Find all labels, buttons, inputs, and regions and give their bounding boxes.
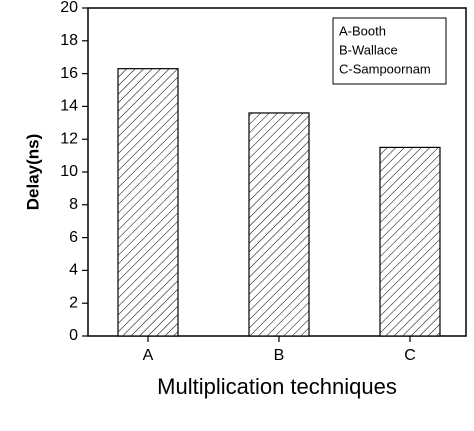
y-axis-label: Delay(ns) bbox=[23, 134, 42, 211]
x-tick-label: B bbox=[274, 347, 285, 364]
x-tick-label: A bbox=[143, 347, 154, 364]
legend-box bbox=[332, 17, 447, 85]
legend-entry: A-Booth bbox=[339, 23, 386, 38]
y-tick-label: 12 bbox=[60, 130, 78, 147]
y-tick-label: 2 bbox=[69, 294, 78, 311]
legend-entry: B-Wallace bbox=[339, 42, 398, 57]
x-axis-label: Multiplication techniques bbox=[157, 374, 397, 399]
x-tick-label: C bbox=[404, 347, 416, 364]
y-tick-label: 10 bbox=[60, 163, 78, 180]
y-tick-label: 0 bbox=[69, 327, 78, 344]
y-tick-label: 4 bbox=[69, 262, 78, 279]
y-tick-label: 20 bbox=[60, 0, 78, 16]
y-tick-label: 16 bbox=[60, 65, 78, 82]
y-tick-label: 18 bbox=[60, 32, 78, 49]
bar bbox=[248, 112, 310, 337]
y-tick-label: 8 bbox=[69, 196, 78, 213]
legend-entry: C-Sampoornam bbox=[339, 61, 431, 76]
bar bbox=[117, 68, 179, 337]
y-tick-label: 6 bbox=[69, 229, 78, 246]
y-tick-label: 14 bbox=[60, 98, 78, 115]
bar bbox=[379, 146, 441, 337]
